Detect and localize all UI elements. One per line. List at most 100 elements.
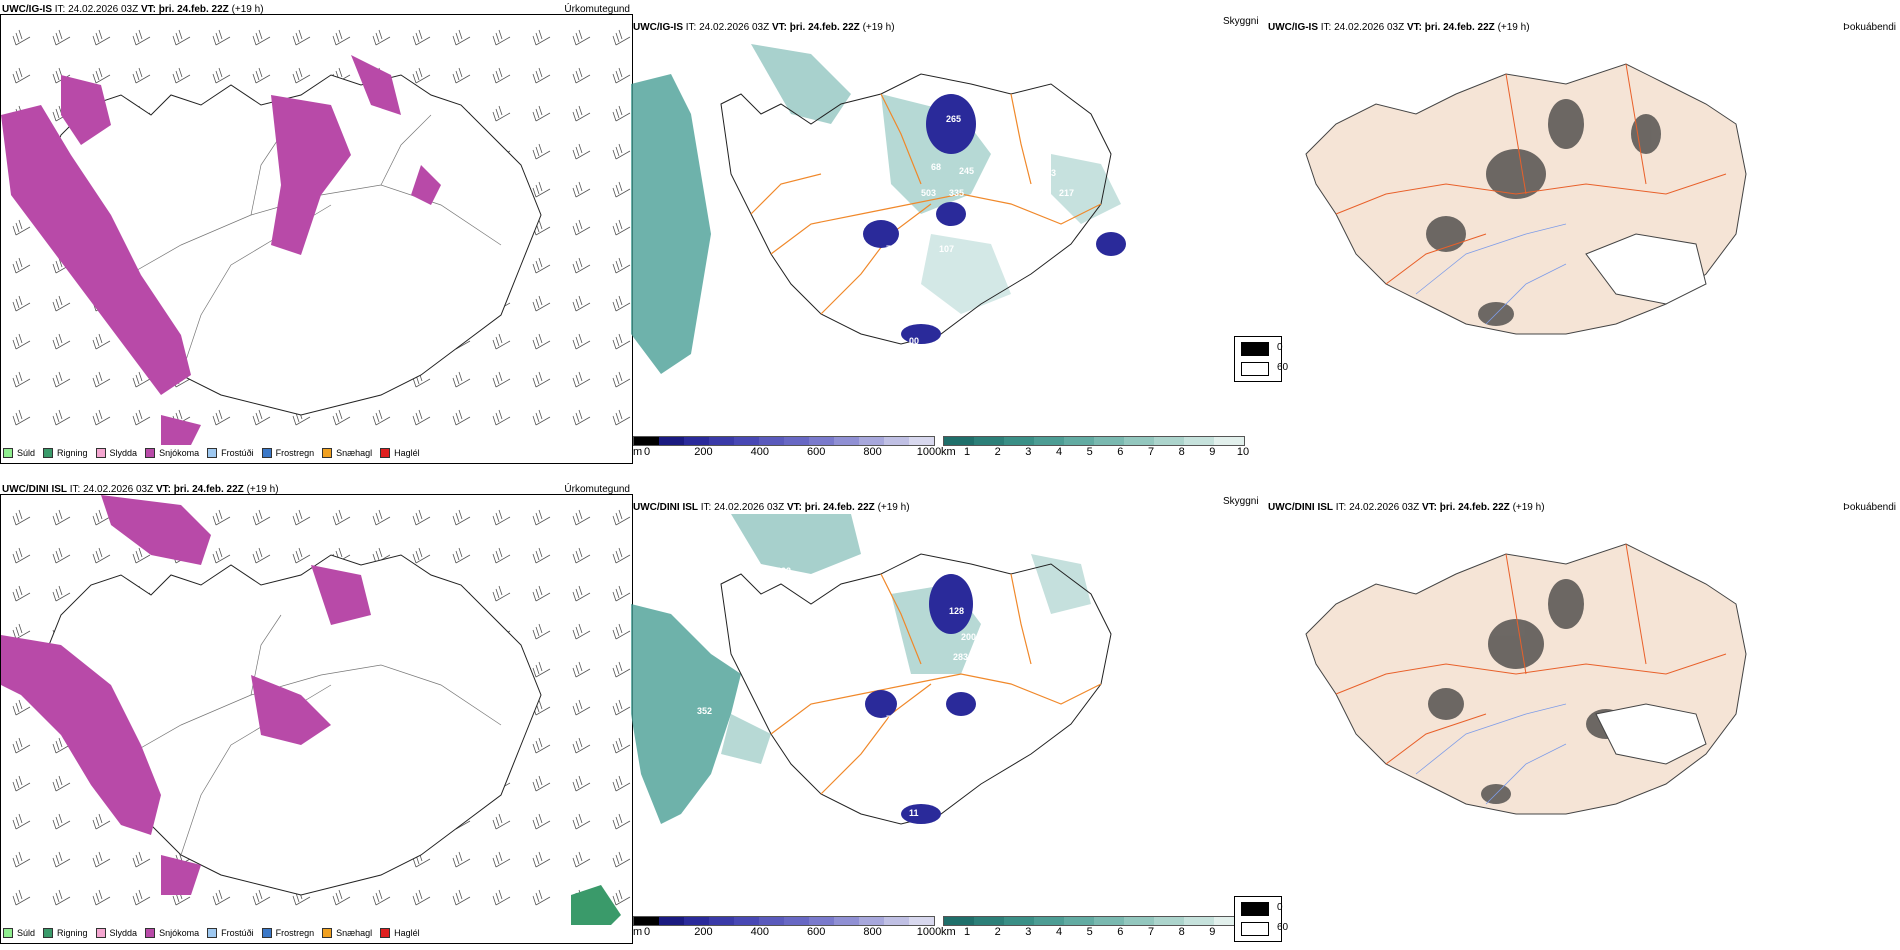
wind-barb — [572, 851, 591, 868]
model-name: UWC/DINI ISL — [1268, 502, 1333, 513]
wind-barb — [532, 623, 551, 640]
wind-barb — [572, 333, 591, 350]
wind-barb — [292, 67, 311, 84]
colorbar-segment — [944, 437, 974, 445]
iceland-outline — [720, 553, 1112, 825]
lead-time: (+19 h) — [246, 484, 279, 495]
wind-barb — [52, 547, 71, 564]
precip-type-panel-row1: UWC/IG-IS IT: 24.02.2026 03Z VT: þri. 24… — [0, 4, 633, 464]
panel-title: UWC/IG-IS IT: 24.02.2026 03Z VT: þri. 24… — [633, 22, 895, 33]
wind-barb — [532, 585, 551, 602]
wind-barb — [492, 67, 511, 84]
colorbar-segment — [809, 437, 834, 445]
fog-legend: 0 60 — [1234, 896, 1288, 942]
wind-barb — [292, 29, 311, 46]
colorbar-tick: 7 — [1147, 926, 1155, 938]
colorbar-segment — [1154, 437, 1184, 445]
ceiling-label: 75 — [886, 244, 896, 254]
wind-barb — [532, 851, 551, 868]
wind-barb — [492, 547, 511, 564]
colorbar-segment — [884, 917, 909, 925]
wind-barb — [52, 409, 71, 426]
colorbar-segment — [834, 917, 859, 925]
lead-time: (+19 h) — [231, 4, 264, 15]
valid-time-label: VT: — [155, 484, 171, 495]
init-time: IT: 24.02.2026 03Z — [69, 484, 154, 495]
wind-barb — [532, 105, 551, 122]
legend-item-snjokoma: Snjókoma — [145, 448, 199, 458]
wind-barb — [412, 889, 431, 906]
wind-barb — [532, 509, 551, 526]
rivers — [1415, 223, 1567, 325]
legend-item-snaehagl: Snæhagl — [322, 928, 372, 938]
colorbar-segment — [1124, 437, 1154, 445]
colorbar-segment — [1184, 917, 1214, 925]
roads — [1335, 63, 1727, 285]
visibility-colorbar — [943, 916, 1245, 926]
rivers — [1415, 703, 1567, 805]
wind-barb — [372, 29, 391, 46]
wind-barb — [12, 219, 31, 236]
colorbar-tick: 1 — [963, 446, 971, 458]
wind-barb — [612, 813, 631, 830]
colorbar-segment — [834, 437, 859, 445]
wind-barb — [572, 775, 591, 792]
wind-barb — [252, 889, 271, 906]
ceiling-colorbar — [633, 436, 935, 446]
wind-barb — [492, 585, 511, 602]
ceiling-visibility-map: 715 265 199 68 245 503 335 123 217 75 10… — [631, 44, 1126, 390]
precip-type-title: Úrkomutegund — [564, 484, 630, 495]
precip-type-legend: Súld Rigning Slydda Snjókoma Frostúði Fr… — [3, 925, 420, 941]
ceiling-visibility-panel-row1: UWC/IG-IS IT: 24.02.2026 03Z VT: þri. 24… — [631, 14, 1266, 462]
wind-barb — [452, 851, 471, 868]
ceiling-label: 77 — [931, 824, 941, 834]
wind-barb — [452, 547, 471, 564]
valid-time: þri. 24.feb. 22Z — [789, 22, 860, 33]
visibility-colorbar-unit: km — [941, 446, 956, 458]
wind-barb — [292, 509, 311, 526]
model-name: UWC/DINI ISL — [2, 484, 67, 495]
wind-barb — [252, 409, 271, 426]
lead-time: (+19 h) — [1497, 22, 1530, 33]
ceiling-label: 212 — [1093, 268, 1108, 278]
init-time: IT: 24.02.2026 03Z — [1335, 502, 1420, 513]
init-time: IT: 24.02.2026 03Z — [54, 4, 139, 15]
wind-barb — [412, 409, 431, 426]
valid-time-label: VT: — [1421, 502, 1437, 513]
colorbar-segment — [684, 437, 709, 445]
wind-barb — [252, 67, 271, 84]
wind-barb — [12, 585, 31, 602]
panel-title: UWC/DINI ISL IT: 24.02.2026 03Z VT: þri.… — [633, 502, 910, 513]
colorbar-segment — [809, 917, 834, 925]
wind-barb — [572, 67, 591, 84]
colorbar-segment — [1094, 917, 1124, 925]
ceiling-visibility-map: 822 128 513 200 283 10 75 119 352 119 14… — [631, 514, 1112, 838]
wind-barb — [492, 509, 511, 526]
wind-barb — [532, 409, 551, 426]
wind-barb — [12, 333, 31, 350]
wind-barb — [572, 699, 591, 716]
colorbar-tick: 200 — [694, 926, 713, 938]
wind-barb — [252, 547, 271, 564]
wind-barb — [572, 547, 591, 564]
wind-barb — [612, 775, 631, 792]
wind-barb — [132, 409, 151, 426]
colorbar-segment — [659, 437, 684, 445]
wind-barb — [532, 333, 551, 350]
wind-barb — [252, 509, 271, 526]
ceiling-label: 245 — [959, 166, 974, 176]
ceiling-label: 14 — [1101, 720, 1111, 730]
wind-barb — [52, 371, 71, 388]
wind-barb — [612, 851, 631, 868]
fog-index-map — [1305, 543, 1747, 815]
wind-barb — [452, 889, 471, 906]
panel-title: UWC/IG-IS IT: 24.02.2026 03Z VT: þri. 24… — [2, 4, 264, 15]
wind-barb — [132, 67, 151, 84]
legend-item-snaehagl: Snæhagl — [322, 448, 372, 458]
wind-barb — [612, 889, 631, 906]
wind-barb — [612, 409, 631, 426]
wind-barb — [12, 509, 31, 526]
wind-barb — [132, 371, 151, 388]
wind-barb — [52, 585, 71, 602]
wind-barb — [612, 219, 631, 236]
